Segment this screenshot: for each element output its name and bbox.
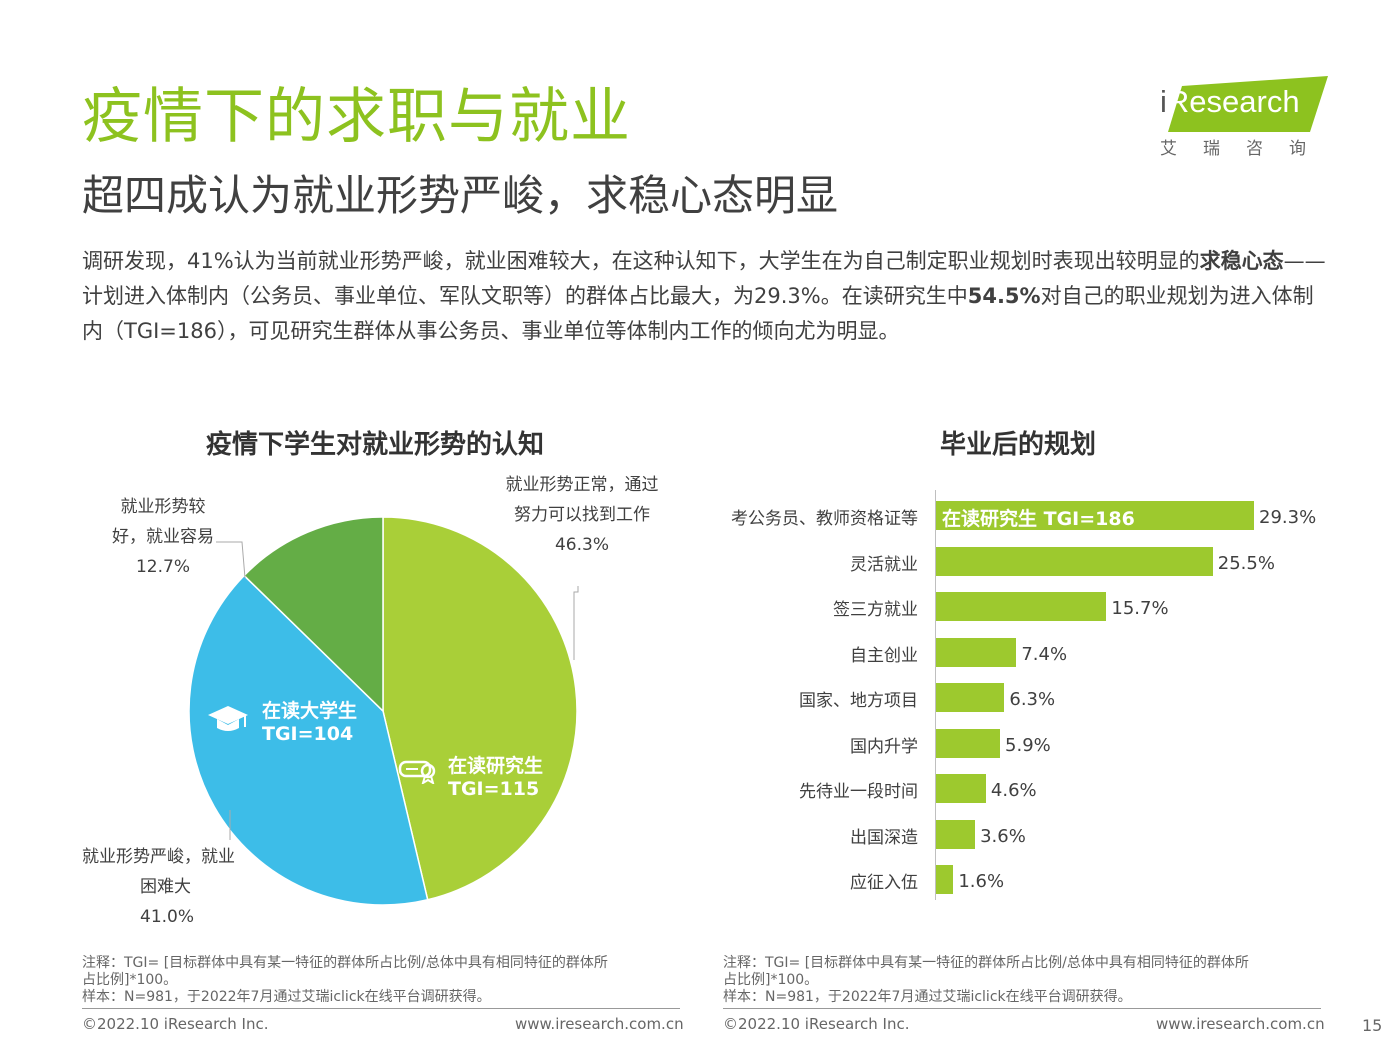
intro-paragraph: 调研发现，41%认为当前就业形势严峻，就业困难较大，在这种认知下，大学生在为自己…: [82, 244, 1332, 349]
copyright-right: ©2022.10 iResearch Inc.: [723, 1015, 910, 1033]
bar-category-label: 自主创业: [850, 645, 918, 666]
pie-slice-severe: [188, 574, 429, 906]
callout-good-line1: 就业形势较: [120, 497, 206, 517]
bar-value-label: 6.3%: [1009, 689, 1056, 710]
bar: [936, 728, 1001, 758]
bar-axis-line: [935, 490, 936, 900]
bar-value-label: 7.4%: [1021, 643, 1068, 665]
callout-severe-line1: 就业形势严峻，就业: [82, 847, 235, 867]
intro-bold-1: 求稳心态: [1199, 249, 1284, 273]
bar: [936, 683, 1005, 712]
pie-slice-good: [243, 516, 384, 713]
callout-good-value: 12.7%: [135, 557, 190, 577]
bar: [936, 774, 986, 803]
logo-chinese-name: 艾瑞咨询: [1160, 139, 1332, 159]
grad-name: 在读研究生: [448, 755, 544, 777]
page-title: 疫情下的求职与就业: [82, 82, 631, 152]
bar: [936, 546, 1213, 576]
pie-chart-title: 疫情下学生对就业形势的认知: [206, 430, 545, 460]
undergrad-tgi: TGI=104: [262, 723, 354, 745]
undergrad-name: 在读大学生: [262, 700, 358, 722]
diploma-icon: [398, 760, 436, 784]
undergrad-label: 在读大学生 TGI=104: [262, 700, 357, 746]
callout-normal-value: 46.3%: [554, 535, 609, 555]
grad-label: 在读研究生 TGI=115: [448, 755, 543, 801]
bar-category-label: 出国深造: [850, 827, 918, 848]
callout-severe-value: 41.0%: [140, 907, 195, 927]
intro-text-1: 调研发现，41%认为当前就业形势严峻，就业困难较大，在这种认知下，大学生在为自己…: [82, 249, 1200, 273]
bar-value-label: 3.6%: [980, 825, 1026, 847]
bar-annotation: 在读研究生 TGI=186: [942, 508, 1135, 530]
bar-category-label: 签三方就业: [833, 600, 918, 620]
logo-research: Research: [1166, 84, 1300, 119]
intro-text-2: ——计划进入体制内（公务员、事业单位、军队文职等）的群体占比最大，为29.3%。…: [82, 249, 1326, 308]
note-left-line2: 占比例]*100。: [82, 972, 178, 988]
bar: [936, 592, 1107, 621]
bar-category-label: 国家、地方项目: [799, 691, 918, 711]
leader-line-normal: [573, 586, 579, 660]
bar-category-label: 应征入伍: [850, 873, 918, 893]
bar-category-label: 国内升学: [850, 736, 918, 757]
page-number: 15: [1362, 1016, 1383, 1035]
website-link-right[interactable]: www.iresearch.com.cn: [1156, 1015, 1325, 1033]
website-link-left[interactable]: www.iresearch.com.cn: [515, 1015, 684, 1033]
callout-normal-line1: 就业形势正常，通过: [505, 475, 659, 495]
note-left-line3: 样本：N=981，于2022年7月通过艾瑞iclick在线平台调研获得。: [82, 989, 491, 1005]
bar-category-label: 考公务员、教师资格证等: [731, 509, 918, 529]
pie-slice-normal: [382, 516, 578, 901]
bar: [936, 819, 976, 849]
bar-value-label: 4.6%: [990, 780, 1037, 801]
pie-chart: [188, 516, 579, 906]
bar-value-label: 1.6%: [958, 871, 1005, 892]
note-left-line1: 注释：TGI= [目标群体中具有某一特征的群体所占比例/总体中具有相同特征的群体…: [82, 955, 608, 971]
copyright-left: ©2022.10 iResearch Inc.: [82, 1015, 269, 1033]
callout-normal-line2: 努力可以找到工作: [514, 505, 650, 525]
bar-value-label: 5.9%: [1005, 734, 1051, 756]
bar: [936, 501, 1254, 530]
note-right-line3: 样本：N=981，于2022年7月通过艾瑞iclick在线平台调研获得。: [723, 989, 1132, 1005]
intro-bold-2: 54.5%: [967, 284, 1041, 308]
bar-value-label: 29.3%: [1259, 507, 1317, 528]
bar: [936, 637, 1017, 667]
note-right-line1: 注释：TGI= [目标群体中具有某一特征的群体所占比例/总体中具有相同特征的群体…: [723, 955, 1249, 971]
logo-wordmark: iResearch: [1160, 84, 1300, 120]
logo-background-shape: [1168, 76, 1328, 132]
note-right: 注释：TGI= [目标群体中具有某一特征的群体所占比例/总体中具有相同特征的群体…: [723, 955, 1323, 1006]
footer-divider-left: [82, 1008, 680, 1009]
footer-divider-right: [723, 1008, 1321, 1009]
pie-callout-normal: 就业形势正常，通过 努力可以找到工作 46.3%: [492, 470, 672, 560]
pie-callout-severe: 就业形势严峻，就业 困难大 41.0%: [82, 842, 258, 932]
bar: [936, 865, 954, 894]
logo-i: i: [1160, 84, 1167, 119]
iresearch-logo: iResearch 艾瑞咨询: [1150, 72, 1340, 162]
bar-category-label: 灵活就业: [850, 554, 918, 575]
note-left: 注释：TGI= [目标群体中具有某一特征的群体所占比例/总体中具有相同特征的群体…: [82, 955, 682, 1006]
page-subtitle: 超四成认为就业形势严峻，求稳心态明显: [82, 171, 839, 220]
pie-callout-good: 就业形势较 好，就业容易 12.7%: [92, 492, 234, 582]
callout-good-line2: 好，就业容易: [112, 527, 214, 547]
bar-value-label: 25.5%: [1217, 552, 1275, 574]
leader-line-good: [216, 541, 246, 579]
bar-value-label: 15.7%: [1111, 598, 1169, 619]
intro-text-3: 对自己的职业规划为进入体制内（TGI=186），可见研究生群体从事公务员、事业单…: [82, 284, 1314, 343]
bar-chart-title: 毕业后的规划: [940, 430, 1097, 460]
bar-category-label: 先待业一段时间: [799, 782, 918, 802]
note-right-line2: 占比例]*100。: [723, 972, 819, 988]
graduation-cap-icon: [208, 706, 248, 731]
callout-severe-line2: 困难大: [140, 877, 191, 897]
grad-tgi: TGI=115: [448, 778, 540, 800]
